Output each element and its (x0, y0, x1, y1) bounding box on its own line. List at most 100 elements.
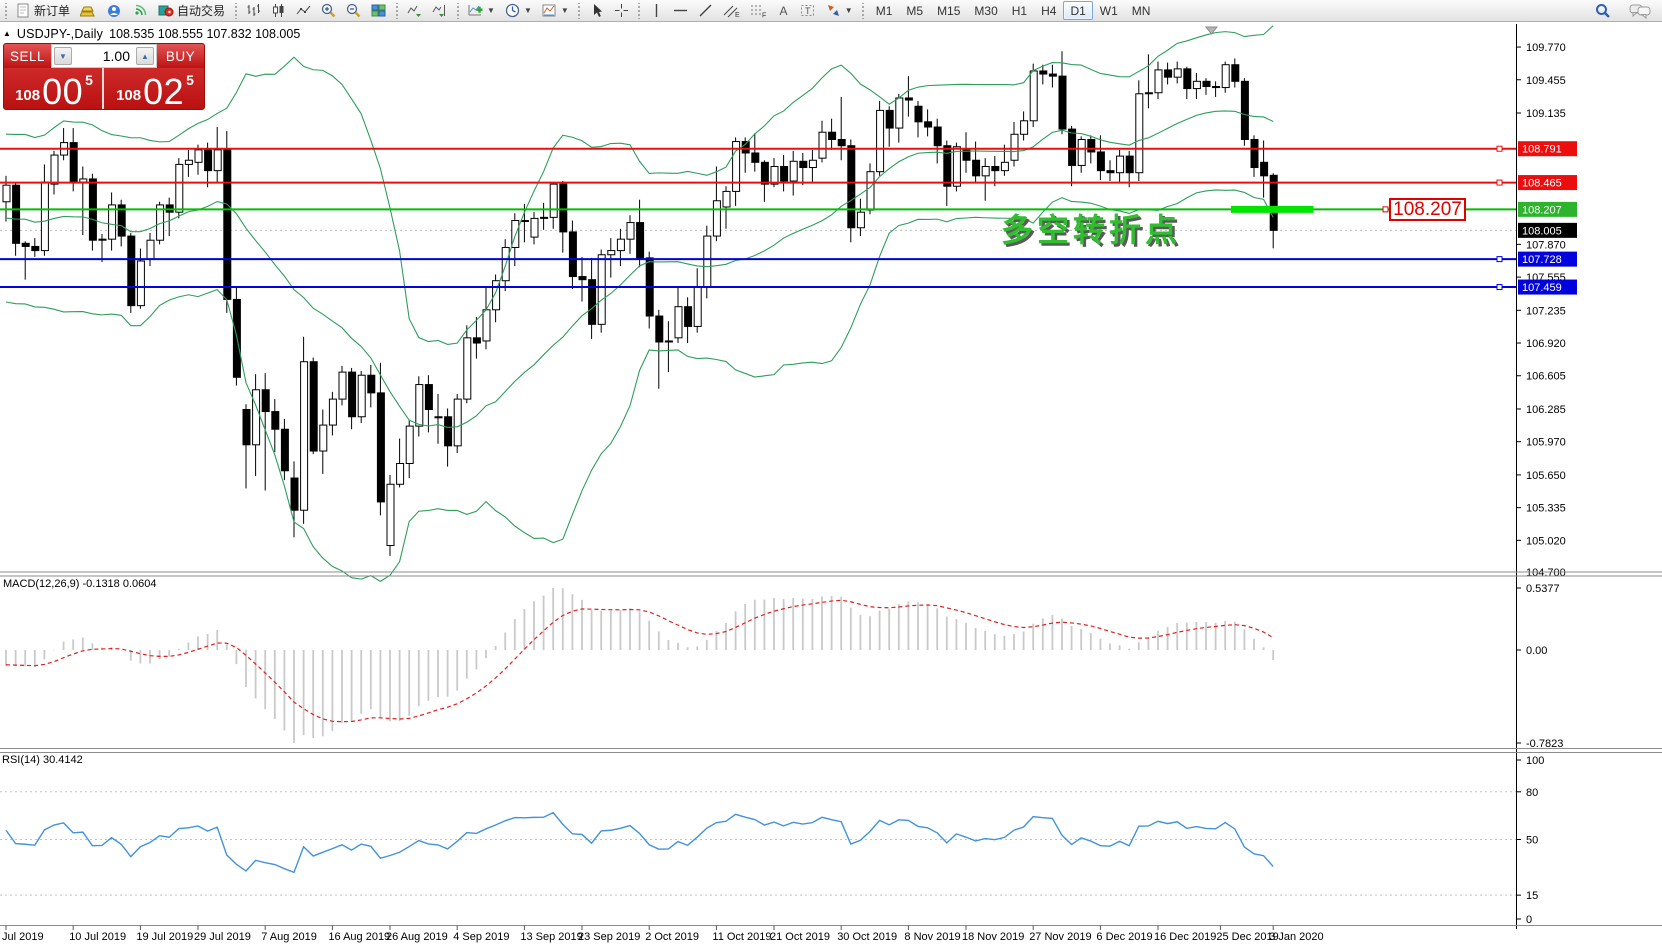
date-axis-label: 27 Nov 2019 (1029, 931, 1091, 943)
date-axis-label: 6 Dec 2019 (1096, 931, 1152, 943)
equidistant-channel-button[interactable]: E (718, 1, 745, 21)
volume-increase-button[interactable]: ▲ (136, 47, 154, 65)
bollinger-band-line (5, 25, 1274, 345)
toolbar-grip[interactable] (3, 2, 8, 19)
svg-text:107.870: 107.870 (1526, 239, 1566, 251)
svg-text:108.005: 108.005 (1522, 225, 1562, 237)
date-axis-label: 16 Aug 2019 (328, 931, 390, 943)
timeframe-button-D1[interactable]: D1 (1063, 1, 1093, 20)
text-icon: A (779, 4, 787, 18)
volume-decrease-button[interactable]: ▼ (54, 47, 72, 65)
crosshair-icon (614, 4, 628, 17)
text-button[interactable]: A (772, 1, 795, 21)
buy-price-display[interactable]: 108 02 5 (104, 68, 204, 109)
svg-text:-0.7823: -0.7823 (1526, 738, 1563, 750)
chat-icon (1629, 4, 1651, 19)
collapse-panel-icon[interactable]: ▲ (3, 28, 11, 38)
timeframe-button-M30[interactable]: M30 (974, 3, 998, 18)
timeframe-button-M1[interactable]: M1 (875, 3, 893, 18)
price-badge (1518, 175, 1577, 191)
crosshair-button[interactable] (609, 1, 634, 21)
indicators-button[interactable]: ▼ (463, 1, 500, 21)
one-click-trading-panel: SELL ▼ 1.00 ▲ BUY 108 00 5 108 02 5 (3, 43, 205, 110)
price-badge (1518, 279, 1577, 295)
dropdown-arrow-icon: ▼ (487, 6, 495, 15)
candlestick-chart-button[interactable] (266, 1, 291, 21)
price-badge (1518, 222, 1577, 238)
toolbar-grip[interactable] (860, 2, 866, 19)
date-axis-label: 25 Dec 2019 (1216, 931, 1278, 943)
search-button[interactable] (1590, 1, 1616, 21)
date-axis-label: Jul 2019 (2, 931, 44, 943)
fibonacci-button[interactable]: F (745, 1, 772, 21)
community-button[interactable] (101, 1, 127, 21)
text-label-icon: T (800, 5, 814, 16)
periods-button[interactable]: ▼ (500, 1, 537, 21)
date-axis-label: 2 Oct 2019 (645, 931, 699, 943)
date-axis-label: 16 Dec 2019 (1154, 931, 1216, 943)
timeframe-button-H1[interactable]: H1 (1011, 3, 1028, 18)
cursor-button[interactable] (585, 1, 609, 21)
chart-shift-button[interactable] (427, 1, 452, 21)
vertical-line-button[interactable] (645, 1, 668, 21)
chat-button[interactable] (1624, 1, 1656, 21)
bar-chart-button[interactable] (241, 1, 266, 21)
trendline-button[interactable] (693, 1, 718, 21)
sell-button[interactable]: SELL (4, 44, 51, 68)
horizontal-line-button[interactable] (668, 1, 693, 21)
svg-text:80: 80 (1526, 787, 1538, 799)
tile-windows-button[interactable] (366, 1, 391, 21)
sell-price-display[interactable]: 108 00 5 (4, 68, 104, 109)
timeframe-button-W1[interactable]: W1 (1099, 3, 1118, 18)
community-icon (108, 5, 121, 17)
date-axis-label: 13 Sep 2019 (520, 931, 582, 943)
zoom-out-button[interactable] (341, 1, 366, 21)
arrows-button[interactable]: ▼ (821, 1, 858, 21)
svg-text:15: 15 (1526, 890, 1538, 902)
toolbar-grip[interactable] (394, 2, 400, 19)
toolbar-grip[interactable] (455, 2, 461, 19)
date-axis-label: 30 Oct 2019 (837, 931, 897, 943)
svg-text:A: A (779, 4, 787, 18)
toolbar-grip[interactable] (576, 2, 582, 19)
zoom-in-button[interactable] (316, 1, 341, 21)
new-order-button[interactable]: 新订单 (11, 1, 75, 21)
gold-icon (80, 6, 95, 17)
toolbar-grip[interactable] (233, 2, 239, 19)
sell-price-sup: 5 (85, 72, 93, 88)
equidistant-channel-icon: E (723, 5, 740, 18)
volume-input[interactable]: 1.00 (102, 48, 130, 64)
autotrading-label: 自动交易 (177, 4, 226, 18)
svg-text:105.970: 105.970 (1526, 437, 1566, 449)
svg-text:106.605: 106.605 (1526, 371, 1566, 383)
chart-canvas[interactable]: 109.770109.455109.135107.870107.555107.2… (0, 24, 1662, 947)
toolbar-grip[interactable] (636, 2, 642, 19)
auto-scroll-button[interactable] (402, 1, 427, 21)
timeframe-button-M5[interactable]: M5 (906, 3, 924, 18)
svg-text:E: E (735, 12, 740, 18)
signals-button[interactable] (127, 1, 153, 21)
horizontal-line-icon (673, 9, 687, 12)
svg-text:T: T (805, 6, 811, 16)
text-label-button[interactable]: T (795, 1, 821, 21)
timeframe-button-MN[interactable]: MN (1131, 3, 1151, 18)
deposit-button[interactable] (75, 1, 101, 21)
buy-button[interactable]: BUY (157, 44, 204, 68)
svg-text:109.455: 109.455 (1526, 75, 1566, 87)
new-order-label: 新订单 (34, 4, 71, 18)
zoom-in-icon (321, 3, 336, 18)
svg-text:108.465: 108.465 (1522, 178, 1562, 190)
signals-icon (135, 4, 147, 16)
search-icon (1596, 4, 1610, 18)
timeframe-button-M15[interactable]: M15 (937, 3, 961, 18)
zoom-out-icon (346, 3, 361, 18)
vertical-line-icon (655, 4, 657, 17)
svg-text:100: 100 (1526, 755, 1544, 767)
templates-button[interactable]: ▼ (537, 1, 574, 21)
svg-text:0.5377: 0.5377 (1526, 583, 1560, 595)
line-chart-button[interactable] (291, 1, 316, 21)
autotrading-icon (158, 5, 174, 17)
autotrading-button[interactable]: 自动交易 (153, 1, 230, 21)
svg-text:105.650: 105.650 (1526, 470, 1566, 482)
timeframe-button-H4[interactable]: H4 (1041, 3, 1057, 18)
